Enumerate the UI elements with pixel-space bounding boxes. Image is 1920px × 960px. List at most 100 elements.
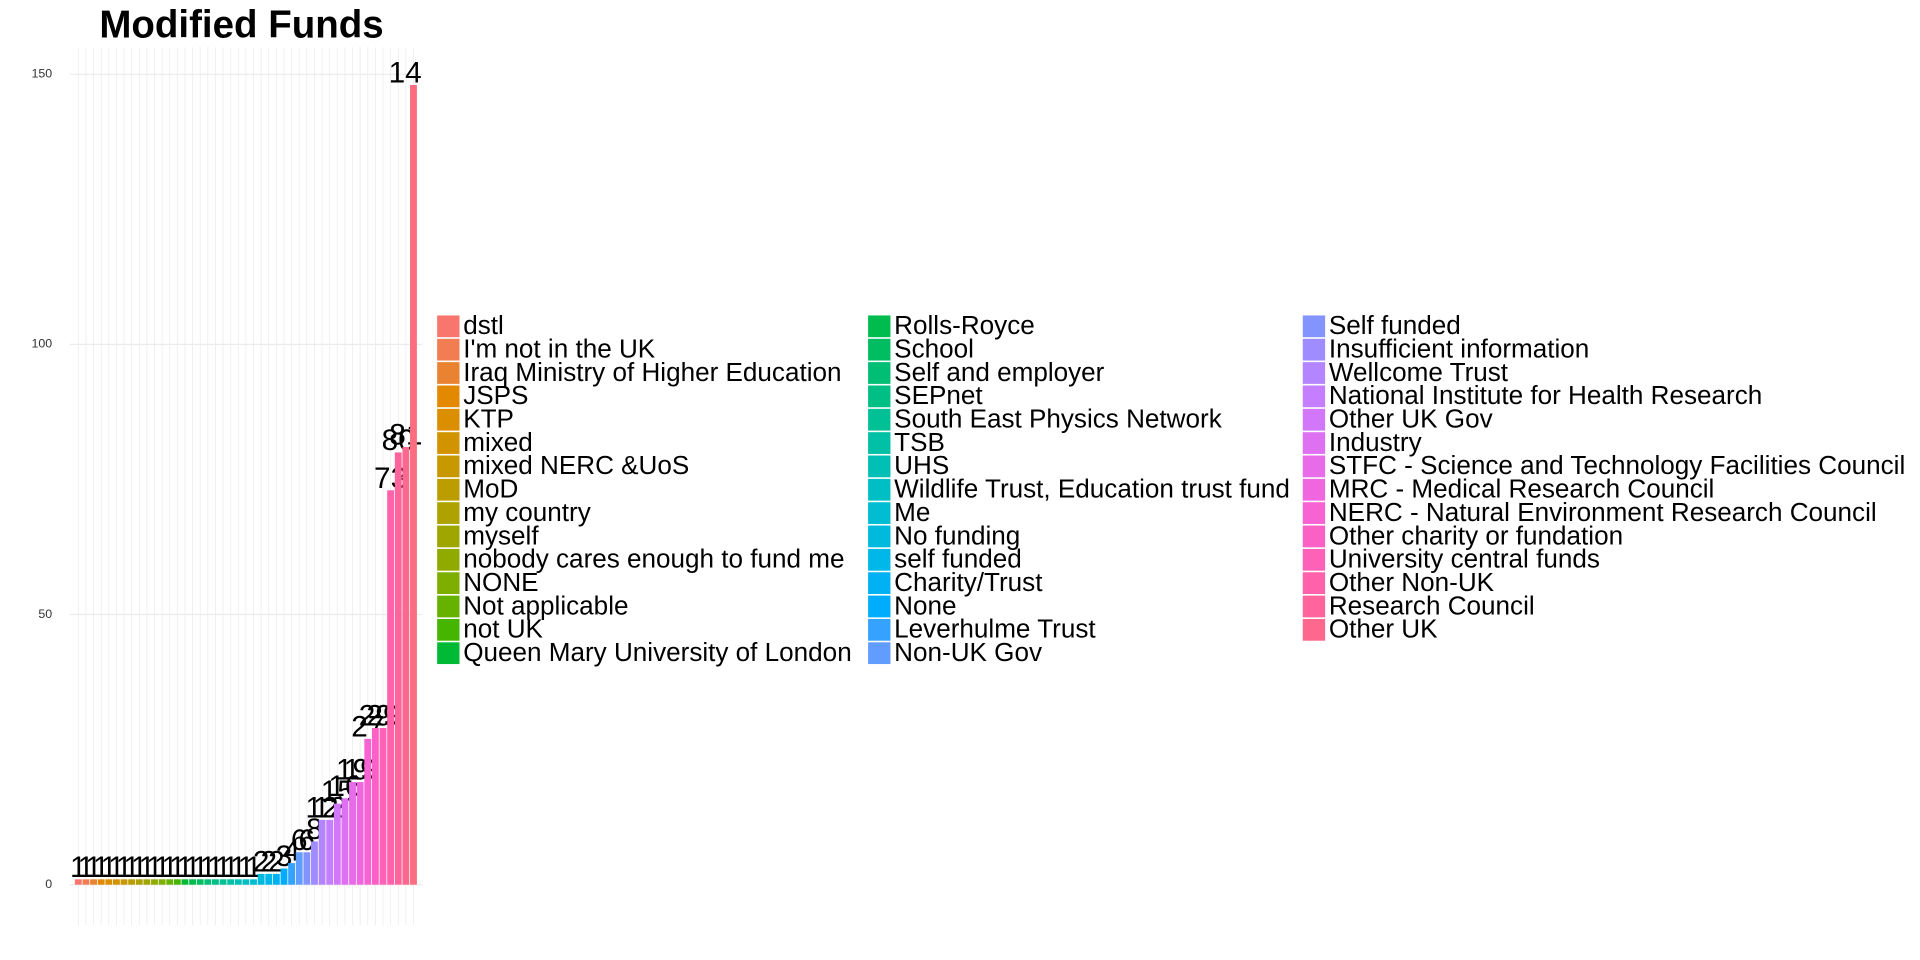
bar <box>311 841 318 885</box>
data-label: 1 <box>215 851 232 884</box>
legend-key <box>1302 362 1326 384</box>
bar <box>74 879 82 885</box>
legend-key <box>868 642 891 665</box>
data-label: 3 <box>276 840 293 873</box>
bar <box>82 879 90 885</box>
legend-label: No funding <box>894 520 1020 550</box>
bar <box>272 873 280 885</box>
bar <box>135 879 143 885</box>
bar <box>356 782 364 885</box>
legend-key <box>868 455 891 478</box>
legend-key <box>437 432 460 454</box>
legend-label: not UK <box>463 614 543 644</box>
data-label: 12 <box>313 791 346 824</box>
legend-label: MoD <box>463 474 518 504</box>
bar <box>234 879 242 885</box>
legend-key <box>437 618 460 641</box>
bar <box>387 490 395 885</box>
data-label: 2 <box>260 845 277 878</box>
bar <box>333 803 341 885</box>
legend-key <box>868 548 891 571</box>
bar <box>295 852 303 885</box>
data-label: 1 <box>230 851 247 884</box>
data-label: 1 <box>154 851 171 884</box>
legend-label: None <box>894 590 956 620</box>
legend-key <box>1302 595 1326 618</box>
legend-key <box>1302 408 1326 431</box>
legend-label: NONE <box>463 567 538 597</box>
legend-key <box>868 502 891 524</box>
data-label: 27 <box>351 710 384 743</box>
data-label: 1 <box>85 851 102 884</box>
data-label: 1 <box>108 851 125 884</box>
plot: 1111111111111111111111112223466812121516… <box>70 57 439 885</box>
data-label: 12 <box>305 791 338 824</box>
data-label: 1 <box>222 851 239 884</box>
legend-label: Wellcome Trust <box>1329 357 1509 387</box>
data-label: 1 <box>184 851 201 884</box>
data-label: 29 <box>366 700 399 733</box>
data-label: 1 <box>177 851 194 884</box>
data-label: 1 <box>200 851 217 884</box>
chart-title: Modified Funds <box>99 3 383 46</box>
data-label: 1 <box>169 851 186 884</box>
legend-label: Iraq Ministry of Higher Education <box>463 357 841 387</box>
legend-label: UHS <box>894 450 949 480</box>
legend-key <box>868 595 891 618</box>
data-label: 1 <box>70 851 87 884</box>
data-label: 29 <box>359 700 392 733</box>
data-label: 1 <box>131 851 148 884</box>
bar <box>364 738 372 885</box>
legend-label: School <box>894 333 974 363</box>
bar <box>371 728 379 885</box>
data-label: 8 <box>306 813 323 846</box>
legend-label: National Institute for Health Research <box>1329 380 1762 410</box>
data-label: 1 <box>192 851 209 884</box>
y-tick-label: 0 <box>45 877 52 891</box>
bar <box>196 879 204 885</box>
bar <box>219 879 227 885</box>
data-label: 148 <box>389 57 439 90</box>
legend-key <box>1302 338 1326 361</box>
legend-label: Self funded <box>1329 310 1461 340</box>
bar <box>280 868 288 885</box>
legend-key <box>437 572 460 595</box>
legend-label: dstl <box>463 310 504 340</box>
legend-label: Self and employer <box>894 357 1105 387</box>
bar <box>112 879 120 885</box>
legend-key <box>437 502 460 524</box>
bar <box>128 879 136 885</box>
legend-label: Other UK <box>1329 614 1438 644</box>
bar <box>181 879 189 885</box>
legend-label: Queen Mary University of London <box>463 637 851 667</box>
legend-label: KTP <box>463 404 514 434</box>
legend-key <box>868 408 891 431</box>
legend-key <box>1302 432 1326 454</box>
data-label: 15 <box>321 775 354 808</box>
data-label: 6 <box>299 824 316 857</box>
legend-key <box>1302 478 1326 501</box>
bar <box>189 879 197 885</box>
legend-key <box>1302 548 1326 571</box>
legend-key <box>868 315 891 338</box>
y-tick-label: 100 <box>31 337 52 351</box>
bar <box>257 873 265 885</box>
bar <box>402 447 410 885</box>
legend-label: Other charity or fundation <box>1329 520 1623 550</box>
data-label: 1 <box>116 851 133 884</box>
bar <box>158 879 166 885</box>
bar <box>379 728 387 885</box>
data-label: 4 <box>283 835 300 868</box>
bar <box>97 879 105 885</box>
legend-key <box>437 525 460 548</box>
legend-key <box>437 338 460 361</box>
legend-key <box>437 595 460 618</box>
bar <box>120 879 128 885</box>
legend-key <box>868 385 891 408</box>
legend-label: Wildlife Trust, Education trust fund <box>894 474 1290 504</box>
legend-label: my country <box>463 497 591 527</box>
legend-label: self funded <box>894 544 1022 574</box>
legend-label: Me <box>894 497 930 527</box>
bar <box>242 879 250 885</box>
